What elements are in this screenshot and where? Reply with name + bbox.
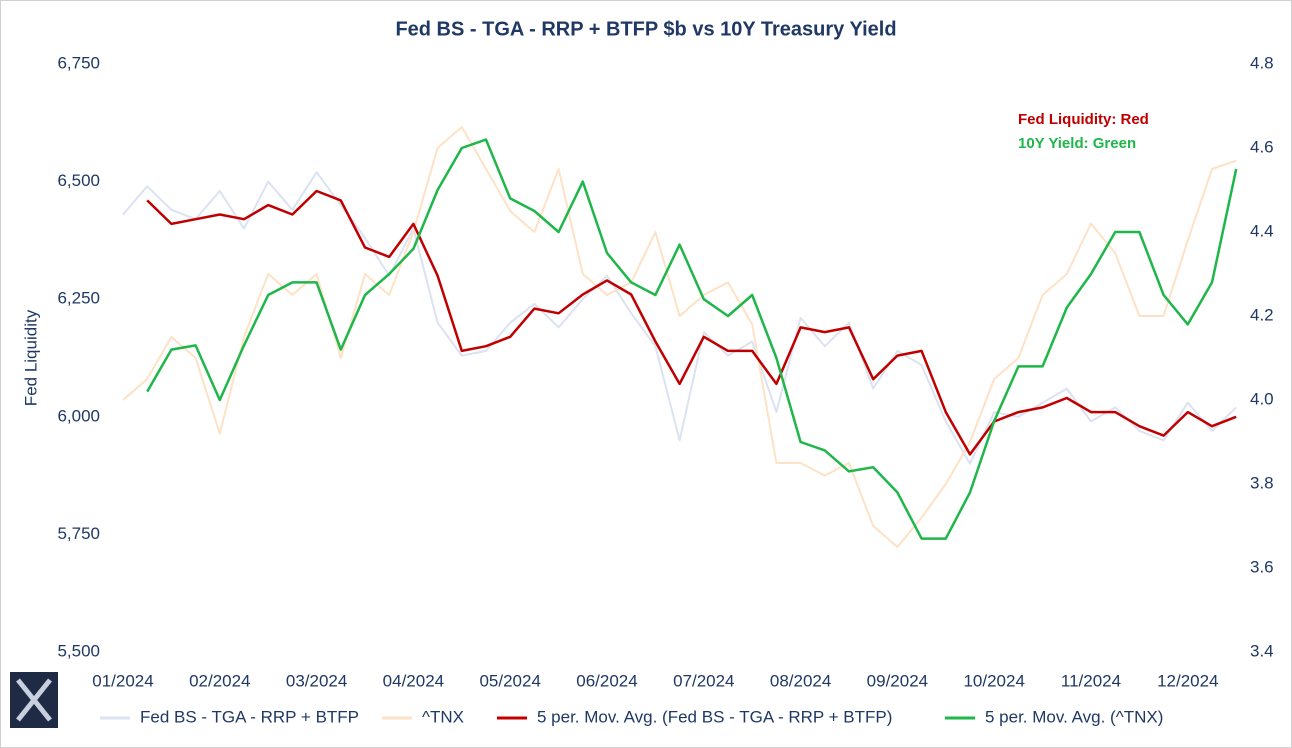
x-tick-label: 11/2024 [1061, 671, 1121, 690]
y2-tick-label: 4.0 [1250, 389, 1274, 408]
legend-label: ^TNX [422, 707, 464, 726]
x-tick-label: 09/2024 [867, 671, 928, 690]
x-tick-label: 06/2024 [576, 671, 637, 690]
x-tick-label: 04/2024 [383, 671, 444, 690]
x-tick-label: 01/2024 [92, 671, 153, 690]
annotation: 10Y Yield: Green [1018, 135, 1136, 152]
y2-tick-label: 4.8 [1250, 53, 1274, 72]
x-tick-label: 10/2024 [963, 671, 1024, 690]
x-tick-label: 03/2024 [286, 671, 347, 690]
y-tick-label: 6,250 [57, 289, 100, 308]
y2-tick-label: 4.2 [1250, 305, 1274, 324]
series-line [146, 138, 1238, 540]
y-tick-label: 6,000 [57, 406, 100, 425]
series-line [146, 189, 1237, 456]
y2-tick-label: 4.6 [1250, 137, 1274, 156]
legend-label: 5 per. Mov. Avg. (^TNX) [985, 707, 1163, 726]
series-line [122, 126, 1237, 548]
x-tick-label: 05/2024 [479, 671, 540, 690]
y2-tick-label: 3.8 [1250, 473, 1274, 492]
logo [10, 672, 58, 728]
y-tick-label: 6,500 [57, 171, 100, 190]
annotation: Fed Liquidity: Red [1018, 111, 1149, 128]
y2-tick-label: 3.4 [1250, 641, 1274, 660]
legend-label: 5 per. Mov. Avg. (Fed BS - TGA - RRP + B… [537, 707, 892, 726]
y-tick-label: 6,750 [57, 53, 100, 72]
y-axis-label: Fed Liquidity [21, 309, 40, 406]
legend-label: Fed BS - TGA - RRP + BTFP [140, 707, 359, 726]
y2-tick-label: 3.6 [1250, 557, 1274, 576]
chart-title: Fed BS - TGA - RRP + BTFP $b vs 10Y Trea… [395, 18, 896, 40]
series-line [122, 171, 1237, 465]
x-tick-label: 07/2024 [673, 671, 734, 690]
x-tick-label: 02/2024 [189, 671, 250, 690]
x-tick-label: 12/2024 [1157, 671, 1218, 690]
y-tick-label: 5,750 [57, 524, 100, 543]
x-tick-label: 08/2024 [770, 671, 831, 690]
y-tick-label: 5,500 [57, 641, 100, 660]
y2-tick-label: 4.4 [1250, 221, 1274, 240]
